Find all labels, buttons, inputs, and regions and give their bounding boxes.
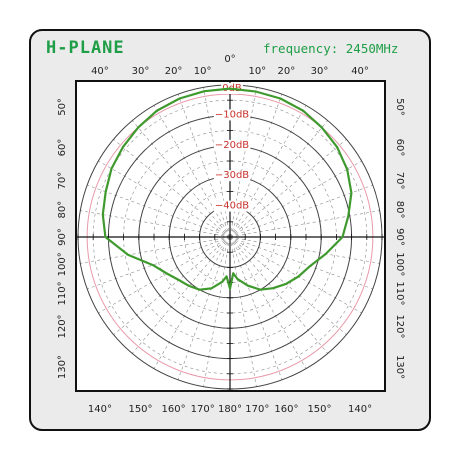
spoke-60 [229,160,362,238]
angle-label-bottom: 150° [307,404,331,415]
spoke-230 [113,236,231,335]
spoke-20 [229,94,283,238]
spoke-220 [132,236,231,354]
angle-label-left: 110° [57,281,68,305]
angle-label-bottom: 160° [274,404,298,415]
spoke-240 [98,236,231,314]
spoke-50 [229,139,347,238]
spoke-320 [132,120,231,238]
spoke-80 [229,210,380,238]
angle-label-right: 110° [394,281,405,305]
radial-label-bg [213,109,251,121]
radial-label: −30dB [215,170,249,181]
radial-label: −20dB [215,140,249,151]
angle-label-top: 20° [278,66,296,77]
spoke-300 [98,160,231,238]
spoke-190 [203,236,231,387]
radial-label: −10dB [215,109,249,120]
angle-label-top: 20° [165,66,183,77]
angle-label-left: 80° [57,201,68,219]
angle-label-top: 10° [194,66,212,77]
angle-label-left: 120° [57,314,68,338]
spoke-290 [87,184,231,238]
angle-label-bottom: 150° [128,404,152,415]
spoke-120 [229,236,362,314]
spoke-70 [229,184,373,238]
spoke-340 [177,94,231,238]
angle-label-bottom: 170° [191,404,215,415]
angle-label-left: 100° [57,252,68,276]
angle-label-right: 130° [394,355,405,379]
spoke-100 [229,236,380,264]
angle-label-bottom: 140° [88,404,112,415]
angle-label-bottom: 160° [162,404,186,415]
angle-label-top: 0° [224,54,235,65]
spoke-210 [153,236,231,369]
angle-gridlines [80,87,380,387]
angle-label-right: 50° [394,98,405,116]
angle-label-bottom: 140° [348,404,372,415]
angle-label-bottom: 170° [245,404,269,415]
angle-label-top: 30° [311,66,329,77]
radial-label-bg [213,200,251,212]
angle-label-right: 70° [394,172,405,190]
spoke-140 [229,236,328,354]
radial-label: −40dB [215,201,249,212]
spoke-330 [153,105,231,238]
spoke-110 [229,236,373,290]
radial-label-bg [213,170,251,182]
spoke-280 [80,210,231,238]
spoke-250 [87,236,231,290]
angle-label-right: 120° [394,314,405,338]
spoke-260 [80,236,231,264]
spoke-40 [229,120,328,238]
spoke-30 [229,105,307,238]
spoke-130 [229,236,347,335]
spoke-10 [229,87,257,238]
spoke-350 [203,87,231,238]
spoke-200 [177,236,231,380]
angle-label-top: 10° [248,66,266,77]
angle-label-right: 100° [394,252,405,276]
angle-label-right: 60° [394,139,405,157]
angle-label-left: 70° [57,172,68,190]
angle-label-top: 40° [91,66,109,77]
chart-title: H-PLANE [46,38,125,58]
spoke-150 [229,236,307,369]
angle-label-left: 60° [57,139,68,157]
angle-label-top: 40° [351,66,369,77]
frequency-label: frequency: 2450MHz [263,41,399,56]
spoke-310 [113,139,231,238]
radial-label-bg [213,139,251,151]
angle-label-right: 90° [394,228,405,246]
angle-label-right: 80° [394,201,405,219]
pattern-line [101,87,353,291]
angle-label-bottom: 180° [218,404,242,415]
angle-label-left: 130° [57,355,68,379]
spoke-160 [229,236,283,380]
angle-label-left: 90° [57,228,68,246]
spoke-170 [229,236,257,387]
angle-label-left: 50° [57,98,68,116]
angle-label-top: 30° [132,66,150,77]
angle-labels: 40° 30° 20° 10° 0° 10° 20° 30° 40° 140° 150° 160° 17… [57,54,405,415]
